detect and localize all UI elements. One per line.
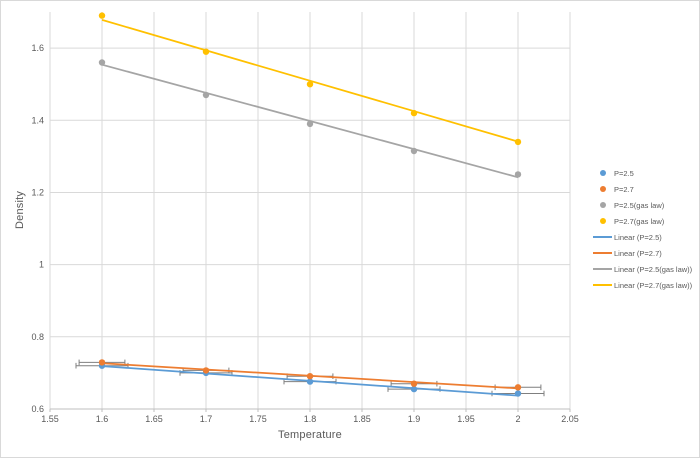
series-marker-icon <box>599 186 606 192</box>
y-tick-label: 1.2 <box>31 188 44 198</box>
legend-line-marker <box>593 284 612 286</box>
legend-item-p-2-7: P=2.7 <box>593 181 692 197</box>
data-point <box>410 109 418 117</box>
data-point <box>202 48 210 55</box>
x-axis-ticks <box>49 409 571 412</box>
x-axis-title: Temperature <box>278 429 342 441</box>
data-point <box>410 380 418 387</box>
x-tick-label: 1.8 <box>304 414 317 424</box>
data-point <box>514 138 522 146</box>
data-point <box>306 373 314 380</box>
trendline-swatch-icon <box>593 236 612 238</box>
series-marker-icon <box>599 170 606 176</box>
x-tick-label: 1.7 <box>200 414 213 424</box>
y-tick-label: 0.6 <box>31 404 44 414</box>
trendline-swatch-icon <box>593 284 612 286</box>
data-point <box>202 91 210 99</box>
legend-line-marker <box>593 252 612 254</box>
y-tick-label: 1.4 <box>31 115 44 125</box>
series-p-2-7-points <box>98 359 522 391</box>
data-point <box>306 81 314 88</box>
x-tick-label: 1.85 <box>353 414 371 424</box>
legend-item-label: P=2.5(gas law) <box>614 200 665 210</box>
legend-item-label: Linear (P=2.5) <box>614 232 662 242</box>
legend-dot-marker <box>593 170 612 176</box>
legend-line-marker <box>593 236 612 238</box>
y-tick-labels: 0.6 0.8 1 1.2 1.4 1.6 <box>31 43 44 414</box>
data-point <box>306 120 314 128</box>
data-point <box>514 384 522 391</box>
legend-dot-marker <box>593 218 612 224</box>
y-tick-label: 0.8 <box>31 332 44 342</box>
x-tick-label: 1.6 <box>96 414 109 424</box>
y-tick-label: 1.6 <box>31 43 44 53</box>
series-p-2-7-gas-law-points <box>98 12 522 146</box>
trendline-swatch-icon <box>593 268 612 270</box>
data-point <box>98 12 106 19</box>
series-marker-icon <box>599 202 606 208</box>
data-point <box>514 171 522 178</box>
legend-item-label: P=2.7 <box>614 184 634 194</box>
y-axis-title: Density <box>14 190 26 230</box>
data-point <box>202 367 210 374</box>
data-point <box>98 59 106 66</box>
legend-item-linear-p-2-7: Linear (P=2.7) <box>593 245 692 261</box>
legend: P=2.5 P=2.7 P=2.5(gas law) P=2.7(gas law) Li… <box>593 165 692 293</box>
x-tick-label: 1.9 <box>408 414 421 424</box>
x-tick-label: 2.05 <box>561 414 579 424</box>
y-tick-label: 1 <box>39 260 44 270</box>
series-p-2-5-gas-law-points <box>98 59 522 178</box>
series-marker-icon <box>599 218 606 224</box>
legend-item-label: P=2.5 <box>614 168 634 178</box>
legend-item-p-2-7-gas-law: P=2.7(gas law) <box>593 213 692 229</box>
legend-line-marker <box>593 268 612 270</box>
data-point <box>410 385 418 393</box>
data-point <box>98 359 106 366</box>
data-point <box>410 147 418 155</box>
legend-item-p-2-5: P=2.5 <box>593 165 692 181</box>
trendline-swatch-icon <box>593 252 612 254</box>
x-tick-label: 1.55 <box>41 414 59 424</box>
x-tick-label: 1.95 <box>457 414 475 424</box>
legend-item-label: Linear (P=2.7(gas law)) <box>614 280 693 290</box>
trendline-linear-p-2-7-gas-law <box>101 19 519 143</box>
legend-dot-marker <box>593 186 612 192</box>
x-tick-label: 2 <box>515 414 520 424</box>
legend-item-linear-p-2-7-gas-law: Linear (P=2.7(gas law)) <box>593 277 692 293</box>
data-point <box>514 390 522 397</box>
legend-item-linear-p-2-5: Linear (P=2.5) <box>593 229 692 245</box>
x-tick-label: 1.65 <box>145 414 163 424</box>
legend-item-label: P=2.7(gas law) <box>614 216 665 226</box>
legend-dot-marker <box>593 202 612 208</box>
legend-item-label: Linear (P=2.5(gas law)) <box>614 264 693 274</box>
legend-item-p-2-5-gas-law: P=2.5(gas law) <box>593 197 692 213</box>
x-tick-label: 1.75 <box>249 414 267 424</box>
legend-item-linear-p-2-5-gas-law: Linear (P=2.5(gas law)) <box>593 261 692 277</box>
x-tick-labels: 1.55 1.6 1.65 1.7 1.75 1.8 1.85 1.9 1.95 2 2.05 <box>41 414 579 424</box>
data-point <box>306 378 314 385</box>
legend-item-label: Linear (P=2.7) <box>614 248 662 258</box>
x-gridlines <box>49 12 571 409</box>
